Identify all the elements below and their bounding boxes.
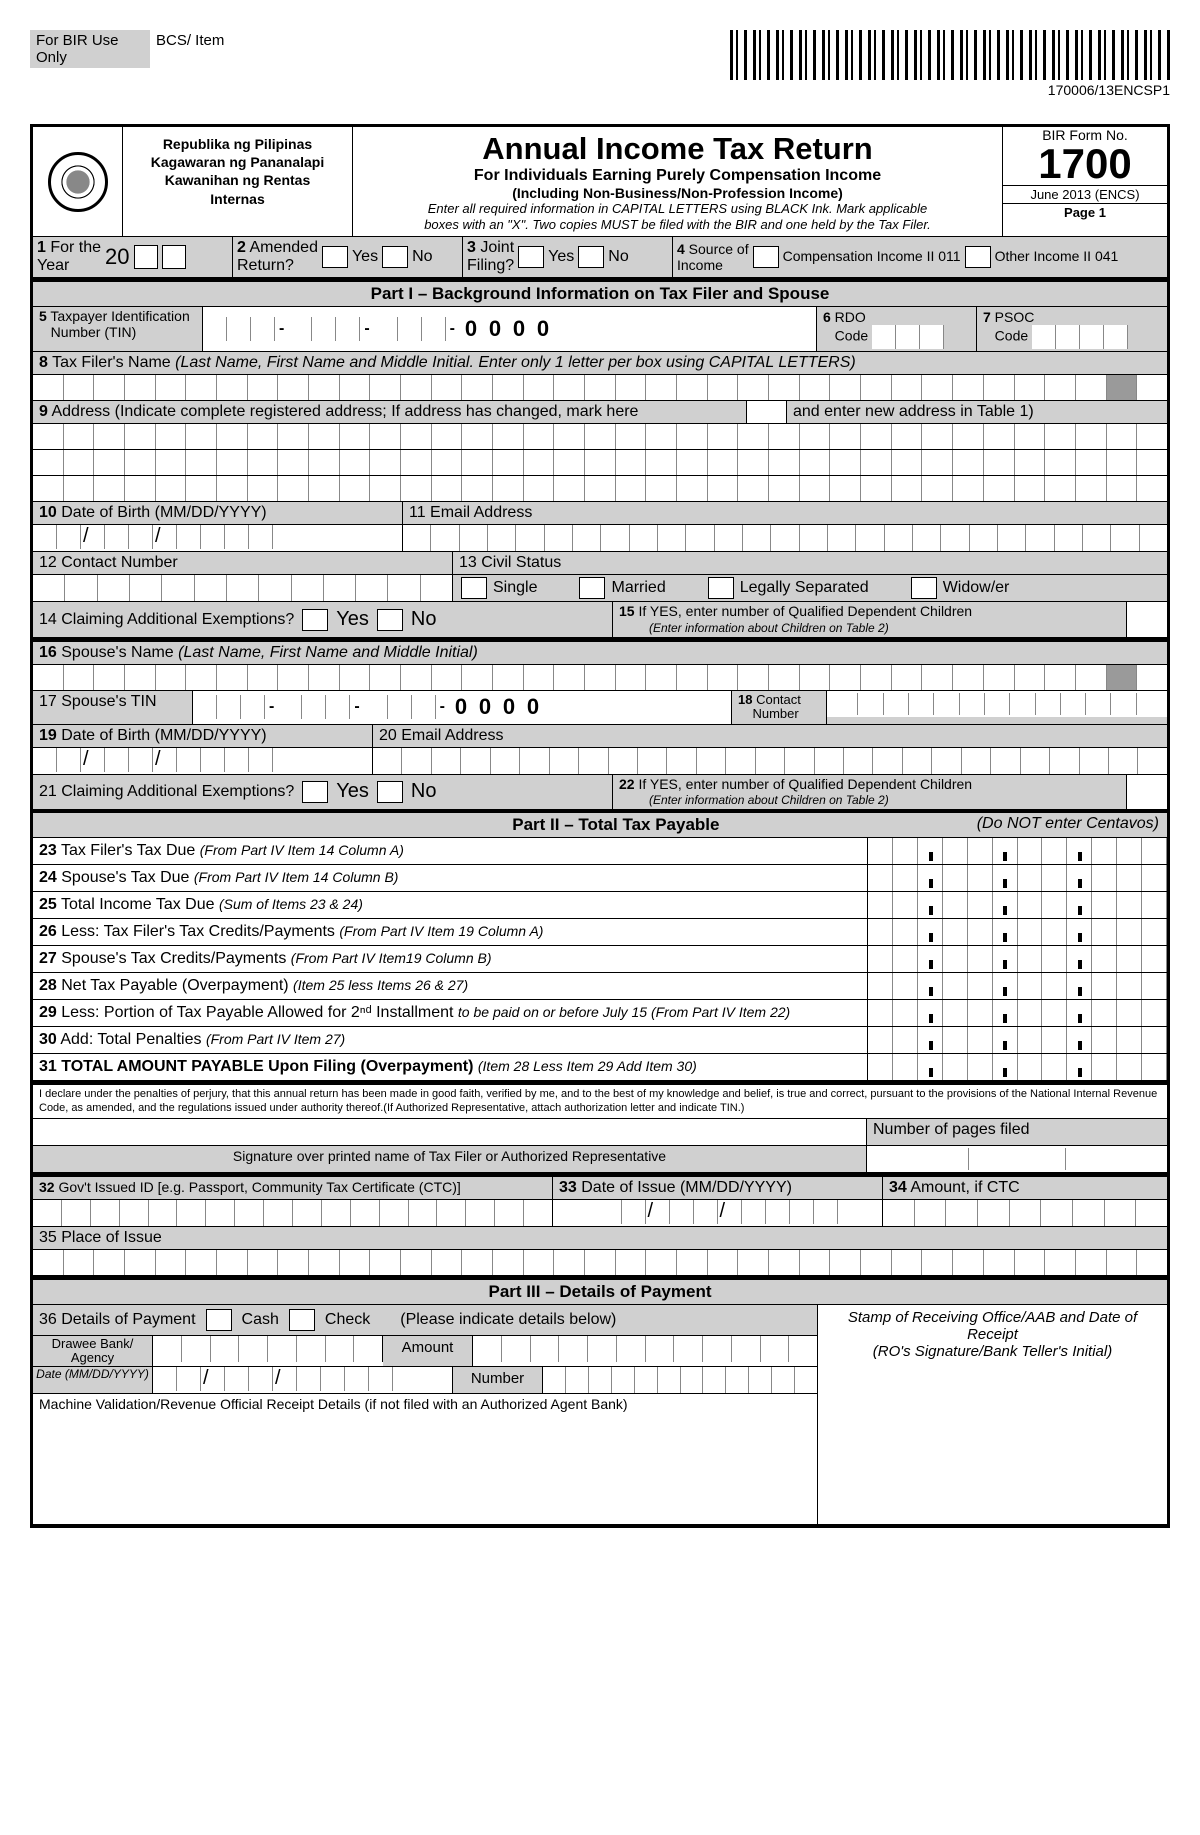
amended-no[interactable] [382,246,408,268]
item-i26-amount[interactable] [867,919,1167,945]
amount-label: Amount [383,1336,473,1367]
year-box-2[interactable] [162,245,186,269]
field-2-label: 2 AmendedReturn? [237,239,318,275]
form-title: Annual Income Tax Return For Individuals… [353,127,1002,236]
f14-no[interactable] [377,609,403,631]
spouse-dob[interactable]: // [33,748,273,774]
field-3-label: 3 JointFiling? [467,239,514,275]
field-21-label: 21 Claiming Additional Exemptions? [39,783,294,801]
number-label: Number [453,1367,543,1393]
addr-row-1[interactable] [33,424,1167,450]
joint-yes[interactable] [518,246,544,268]
agency-name: Republika ng Pilipinas Kagawaran ng Pana… [123,127,353,236]
item-i29-amount[interactable] [867,1000,1167,1026]
field-32-label: 32 Gov't Issued ID [e.g. Passport, Commu… [33,1177,553,1199]
pay-check[interactable] [289,1309,315,1331]
part3-header: Part III – Details of Payment [33,1276,1167,1305]
part2-header: Part II – Total Tax Payable (Do NOT ente… [33,809,1167,838]
f15-box[interactable] [1127,602,1167,637]
pay-cash[interactable] [206,1309,232,1331]
field-17-label: 17 Spouse's TIN [33,691,193,724]
field-36-label: 36 Details of Payment [39,1311,196,1329]
seal-icon [48,152,108,212]
addr-row-3[interactable] [33,476,1167,502]
barcode [730,30,1170,80]
civil-single[interactable] [461,577,487,599]
f14-yes[interactable] [302,609,328,631]
joint-no[interactable] [578,246,604,268]
form-number: BIR Form No. 1700 June 2013 (ENCS) Page … [1002,127,1167,236]
item-i23-label: 23 Tax Filer's Tax Due (From Part IV Ite… [33,838,867,864]
bcs-label: BCS/ Item [150,30,230,68]
field-15-label: 15 If YES, enter number of Qualified Dep… [613,602,1127,637]
field-34-label: 34 Amount, if CTC [883,1177,1167,1199]
field-14-label: 14 Claiming Additional Exemptions? [39,611,294,629]
item-i23-amount[interactable] [867,838,1167,864]
item-i27-label: 27 Spouse's Tax Credits/Payments (From P… [33,946,867,972]
field-16-label: 16 Spouse's Name (Last Name, First Name … [33,638,1167,665]
item-i25-label: 25 Total Income Tax Due (Sum of Items 23… [33,892,867,918]
stamp-area: Stamp of Receiving Office/AAB and Date o… [817,1305,1167,1525]
addr-row-2[interactable] [33,450,1167,476]
field-10-label: 10 Date of Birth (MM/DD/YYYY) [33,502,403,524]
item-i27-amount[interactable] [867,946,1167,972]
field-13-label: 13 Civil Status [453,552,1167,574]
field-16-boxes[interactable] [33,665,1167,691]
field-7-label: 7 PSOC Code [977,307,1167,351]
f21-no[interactable] [377,781,403,803]
item-i28-label: 28 Net Tax Payable (Overpayment) (Item 2… [33,973,867,999]
civil-widow[interactable] [911,577,937,599]
num-pages-label: Number of pages filed [867,1119,1167,1145]
field-22-label: 22 If YES, enter number of Qualified Dep… [613,775,1127,810]
field-11-label: 11 Email Address [403,502,1167,524]
field-19-label: 19 Date of Birth (MM/DD/YYYY) [33,725,373,747]
civil-separated[interactable] [708,577,734,599]
field-20-label: 20 Email Address [373,725,1167,747]
item-i28-amount[interactable] [867,973,1167,999]
item-i29-label: 29 Less: Portion of Tax Payable Allowed … [33,1000,867,1026]
part1-header: Part I – Background Information on Tax F… [33,278,1167,307]
field-33-label: 33 Date of Issue (MM/DD/YYYY) [553,1177,883,1199]
item-i24-amount[interactable] [867,865,1167,891]
amended-yes[interactable] [322,246,348,268]
item-i30-label: 30 Add: Total Penalties (From Part IV It… [33,1027,867,1053]
mvrod-label: Machine Validation/Revenue Official Rece… [33,1394,817,1414]
field-6-label: 6 RDO Code [817,307,977,351]
field-1-label: 1 For theYear [37,239,101,275]
date-label: Date (MM/DD/YYYY) [33,1367,153,1393]
address-changed-box[interactable] [747,401,787,423]
item-i31-amount[interactable] [867,1054,1167,1080]
item-i24-label: 24 Spouse's Tax Due (From Part IV Item 1… [33,865,867,891]
civil-married[interactable] [579,577,605,599]
signature-line: Signature over printed name of Tax Filer… [33,1146,867,1172]
field-18-label: 18 Contact Number [732,691,827,724]
item-i26-label: 26 Less: Tax Filer's Tax Credits/Payment… [33,919,867,945]
source-other[interactable] [965,246,991,268]
field-8-boxes[interactable] [33,375,1167,401]
field-35-label: 35 Place of Issue [33,1227,1167,1250]
item-i31-label: 31 TOTAL AMOUNT PAYABLE Upon Filing (Ove… [33,1054,867,1080]
item-i25-amount[interactable] [867,892,1167,918]
year-box-1[interactable] [134,245,158,269]
dob-boxes[interactable]: // [33,525,273,551]
field-12-label: 12 Contact Number [33,552,453,574]
field-35-boxes[interactable] [33,1250,1167,1276]
for-bir-label: For BIR Use Only [30,30,150,68]
declaration: I declare under the penalties of perjury… [33,1081,1167,1118]
f21-yes[interactable] [302,781,328,803]
f22-box[interactable] [1127,775,1167,810]
field-8-label: 8 Tax Filer's Name (Last Name, First Nam… [33,352,1167,375]
barcode-label: 170006/13ENCSP1 [1048,82,1170,98]
field-9-label: 9 Address (Indicate complete registered … [33,401,747,423]
field-5-label: 5 Taxpayer Identification Number (TIN) [33,307,203,351]
item-i30-amount[interactable] [867,1027,1167,1053]
field-4-label: 4 Source ofIncome [677,241,749,273]
drawee-label: Drawee Bank/ Agency [33,1336,153,1367]
source-comp[interactable] [753,246,779,268]
